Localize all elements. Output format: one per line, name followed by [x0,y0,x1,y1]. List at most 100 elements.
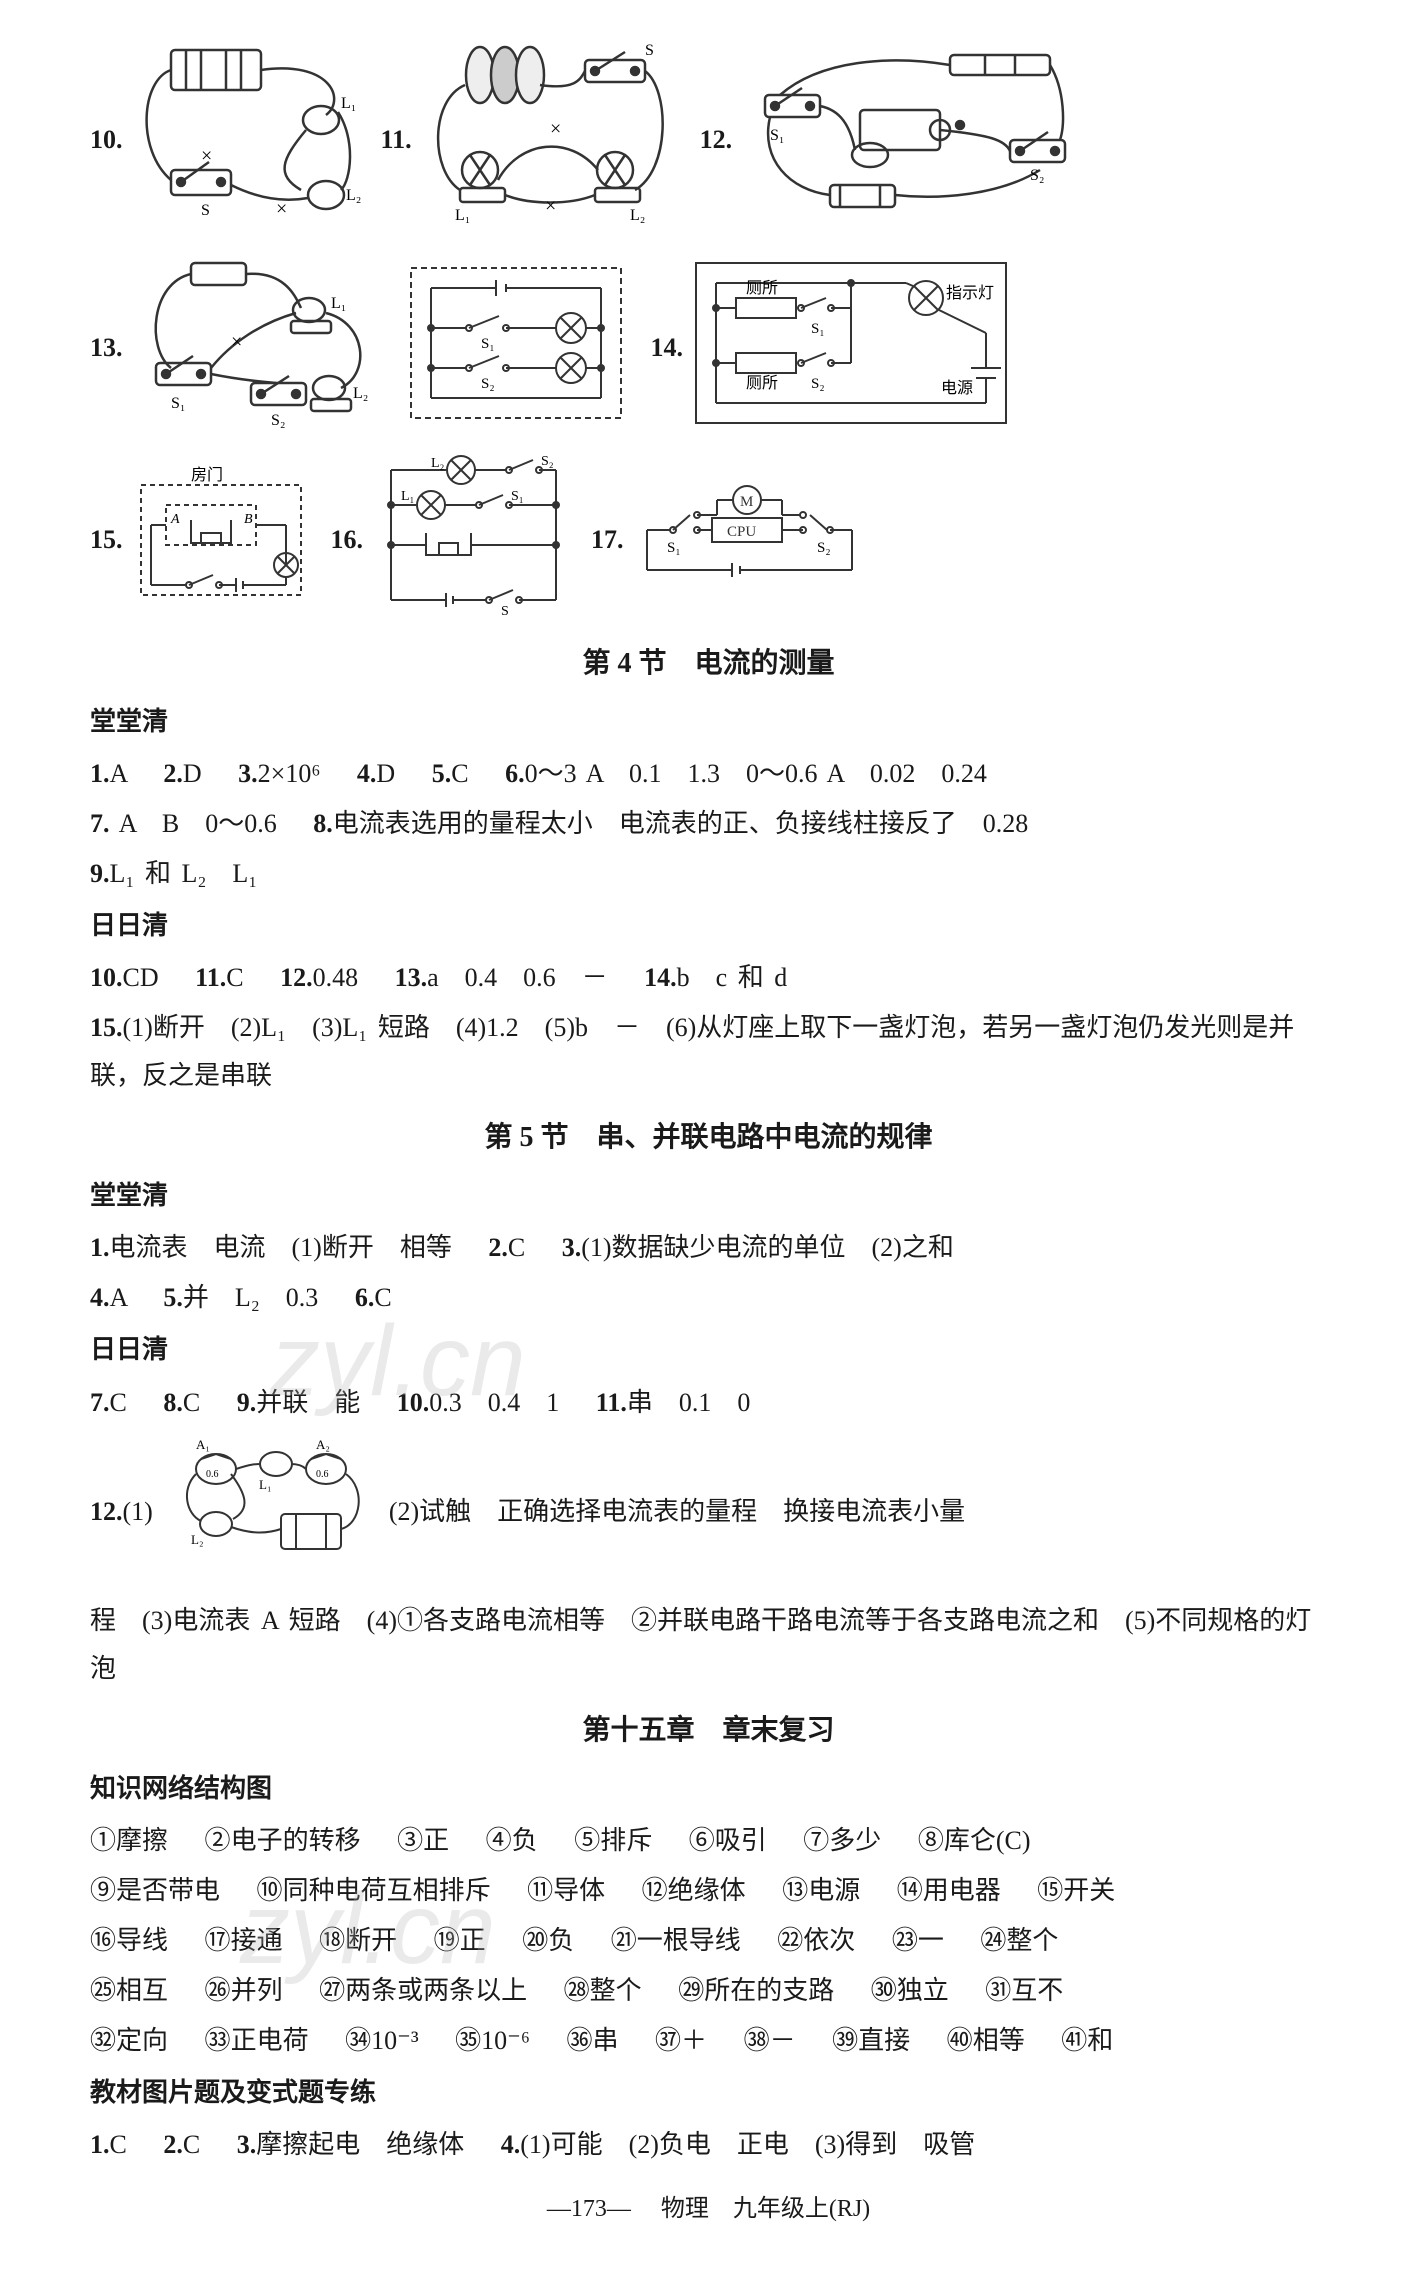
svg-text:×: × [231,331,242,353]
chapter15-practice-heading: 教材图片题及变式题专练 [90,2069,1327,2117]
q16-number: 16. [331,516,364,564]
q12-inline-circuit-icon: A₁ A₂ L₁ L₂ 0.6 0.6 [161,1429,381,1595]
svg-text:指示灯: 指示灯 [946,284,994,302]
ch15-row5: ㉜定向 ㉝正电荷 ㉞10⁻³ ㉟10⁻⁶ ㊱串 ㊲＋ ㊳－ ㊴直接 ㊵相等 ㊶和 [90,2017,1327,2065]
svg-text:L₁: L₁ [341,95,356,112]
ch15-row4: ㉕相互 ㉖并列 ㉗两条或两条以上 ㉘整个 ㉙所在的支路 ㉚独立 ㉛互不 [90,1967,1327,2015]
s4-line4: 10.CD 11.C 12.0.48 13.a 0.4 0.6 － 14.b c… [90,954,1327,1002]
section4-tangqing: 堂堂清 [90,698,1327,746]
diagram-row-3: 15. [90,455,1327,626]
svg-text:L₂: L₂ [191,1532,203,1547]
section4-riqing: 日日清 [90,902,1327,950]
svg-text:厕所: 厕所 [746,279,778,297]
svg-text:S₁: S₁ [171,395,185,412]
s5-line1: 1.电流表 电流 (1)断开 相等 2.C 3.(1)数据缺少电流的单位 (2)… [90,1224,1327,1272]
svg-text:S₂: S₂ [541,455,554,469]
s4-line3: 9.L₁ 和 L₂ L₁ [90,850,1327,898]
q11-number: 11. [381,116,412,164]
q13-diagram: 13. [90,253,381,444]
chapter15-network-heading: 知识网络结构图 [90,1765,1327,1813]
q14-diagram: 14. [651,258,1012,439]
ch15-row1: ①摩擦 ②电子的转移 ③正 ④负 ⑤排斥 ⑥吸引 ⑦多少 ⑧库仑(C) [90,1817,1327,1865]
svg-text:房门: 房门 [191,466,223,484]
svg-text:S: S [201,202,210,219]
svg-text:M: M [740,494,753,510]
subject-label: 物理 九年级上(RJ) [661,2196,870,2222]
svg-text:L₁: L₁ [455,207,470,224]
svg-text:A₁: A₁ [196,1437,210,1452]
q16-schematic-icon: L₂ L₁ S₂ S₁ S [371,455,571,626]
s4-line1: 1.A 2.D 3.2×10⁶ 4.D 5.C 6.0～3 A 0.1 1.3 … [90,750,1327,798]
q10-number: 10. [90,116,123,164]
svg-text:0.6: 0.6 [316,1469,329,1480]
chapter15-title: 第十五章 章末复习 [90,1705,1327,1757]
svg-text:S₁: S₁ [481,336,495,352]
q15-number: 15. [90,516,123,564]
q14-schematic-icon: 厕所 S₁ 厕所 S₂ 指示灯 电源 [691,258,1011,439]
svg-text:L₂: L₂ [630,207,645,224]
svg-text:电源: 电源 [941,379,973,397]
q12-diagram: 12. [700,40,1071,241]
q13b-diagram: S₁ S₂ [401,258,631,439]
svg-text:×: × [201,145,212,167]
section5-title: 第 5 节 串、并联电路中电流的规律 [90,1112,1327,1164]
s4-line2: 7. A B 0～0.6 8.电流表选用的量程太小 电流表的正、负接线柱接反了 … [90,800,1327,848]
q12-number: 12. [700,116,733,164]
svg-text:CPU: CPU [727,524,756,540]
svg-text:L₁: L₁ [259,1477,271,1492]
svg-text:L₁: L₁ [331,295,346,312]
s5-line5: 程 (3)电流表 A 短路 (4)①各支路电流相等 ②并联电路干路电流等于各支路… [90,1597,1327,1693]
svg-text:B: B [244,512,253,527]
svg-text:S₂: S₂ [271,412,285,429]
q15-diagram: 15. [90,465,311,616]
svg-text:S₁: S₁ [811,321,825,337]
s5-line2: 4.A 5.并 L₂ 0.3 6.C [90,1274,1327,1322]
q13-number: 13. [90,324,123,372]
svg-text:L₂: L₂ [431,456,445,471]
s5-line4: 12.(1) A [90,1429,1327,1595]
q10-circuit-icon: L₁ L₂ S × × [131,40,361,241]
section5-tangqing: 堂堂清 [90,1172,1327,1220]
q15-schematic-icon: 房门 A B [131,465,311,616]
svg-text:×: × [545,195,556,217]
svg-text:S₂: S₂ [817,540,831,556]
q12-circuit-icon: S₁ S₂ [740,40,1070,241]
svg-text:×: × [276,198,287,220]
q14-number: 14. [651,324,684,372]
q13-circuit-icon: L₁ L₂ S₁ S₂ × [131,253,381,444]
svg-text:S: S [645,42,654,59]
q10-diagram: 10. [90,40,361,241]
svg-text:×: × [550,118,561,140]
diagram-row-1: 10. [90,40,1327,241]
svg-text:L₂: L₂ [346,187,361,204]
q11-diagram: 11. [381,40,680,241]
q17-schematic-icon: M CPU [632,480,862,601]
page-number: —173— [547,2196,631,2222]
ch15-row2: ⑨是否带电 ⑩同种电荷互相排斥 ⑪导体 ⑫绝缘体 ⑬电源 ⑭用电器 ⑮开关 [90,1867,1327,1915]
svg-text:0.6: 0.6 [206,1469,219,1480]
q16-diagram: 16. [331,455,572,626]
s5-line3: 7.C 8.C 9.并联 能 10.0.3 0.4 1 11.串 0.1 0 [90,1379,1327,1427]
section4-title: 第 4 节 电流的测量 [90,638,1327,690]
svg-text:S: S [501,604,509,615]
svg-text:S₁: S₁ [511,489,524,504]
ch15-row3: ⑯导线 ⑰接通 ⑱断开 ⑲正 ⑳负 ㉑一根导线 ㉒依次 ㉓一 ㉔整个 [90,1917,1327,1965]
diagram-row-2: 13. [90,253,1327,444]
page-content: 10. [90,40,1327,2232]
svg-text:S₂: S₂ [481,376,495,392]
section5-riqing: 日日清 [90,1326,1327,1374]
svg-text:S₂: S₂ [811,376,825,392]
svg-text:S₂: S₂ [1030,167,1044,184]
svg-text:S₁: S₁ [770,127,784,144]
q11-circuit-icon: S L₁ L₂ × × [420,40,680,241]
s4-line5: 15.(1)断开 (2)L₁ (3)L₁ 短路 (4)1.2 (5)b － (6… [90,1004,1327,1100]
q17-number: 17. [591,516,624,564]
svg-text:L₂: L₂ [353,385,368,402]
page-footer: —173— 物理 九年级上(RJ) [90,2187,1327,2231]
q17-diagram: 17. M [591,480,862,601]
svg-text:L₁: L₁ [401,489,414,504]
q13b-schematic-icon: S₁ S₂ [401,258,631,439]
svg-text:A: A [170,512,180,527]
ch15-practice: 1.C 2.C 3.摩擦起电 绝缘体 4.(1)可能 (2)负电 正电 (3)得… [90,2121,1327,2169]
svg-text:S₁: S₁ [667,540,681,556]
